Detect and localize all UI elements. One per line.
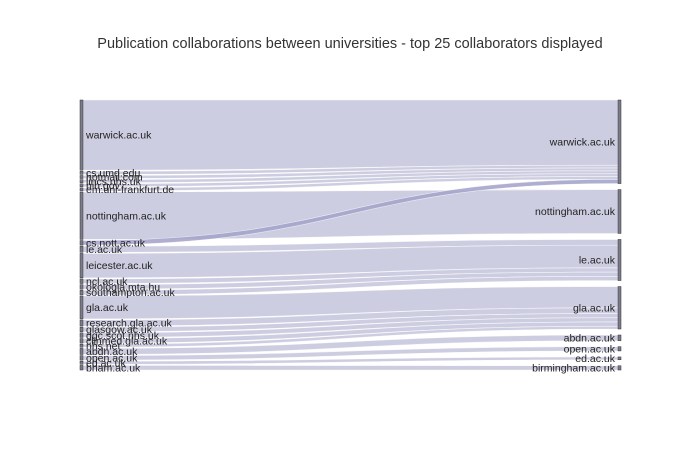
target-node-gla-ac-uk[interactable]: [617, 286, 622, 330]
source-label: clinmed.gla.ac.uk: [86, 335, 168, 347]
source-label: open.ac.uk: [86, 352, 138, 364]
source-label: hotmail.com: [86, 172, 143, 184]
source-label: southampton.ac.uk: [86, 287, 175, 299]
source-node-nhs-net[interactable]: [79, 343, 84, 348]
source-label: research.gla.ac.uk: [86, 318, 173, 330]
source-label: abdn.ac.uk: [86, 346, 138, 358]
source-node-hotmail-com[interactable]: [79, 175, 84, 179]
source-label: glasgow.ac.uk: [86, 324, 153, 336]
source-node-cs-nott-ac-uk[interactable]: [79, 240, 84, 246]
source-label: warwick.ac.uk: [85, 130, 152, 142]
source-label: bham.ac.uk: [86, 362, 141, 374]
source-label: lincs.nhs.uk: [86, 176, 142, 188]
labels-layer: warwick.ac.uk cs.umd.eduhotmail.comlincs.…: [85, 130, 616, 375]
source-node-bham-ac-uk[interactable]: [79, 365, 84, 371]
source-node-gla-ac-uk[interactable]: [79, 295, 84, 320]
target-label: nottingham.ac.uk: [535, 206, 616, 218]
source-node-okologia-mta-hu[interactable]: [79, 284, 84, 290]
source-node-warwick-ac-uk[interactable]: [79, 99, 84, 171]
source-node-southampton-ac-uk[interactable]: [79, 290, 84, 296]
source-node-ncl-ac-uk[interactable]: [79, 278, 84, 284]
chart-title: Publication collaborations between unive…: [97, 36, 603, 52]
target-node-warwick-ac-uk[interactable]: [617, 99, 622, 184]
source-label: cs.umd.edu: [86, 167, 140, 179]
source-node-clinmed-gla-ac-uk[interactable]: [79, 338, 84, 344]
source-label: nih.gov: [86, 180, 121, 192]
source-node-nih-gov[interactable]: [79, 183, 84, 188]
source-label: ncl.ac.uk: [86, 276, 128, 288]
source-node-open-ac-uk[interactable]: [79, 355, 84, 361]
links-layer: [82, 99, 619, 371]
source-node-leicester-ac-uk[interactable]: [79, 253, 84, 279]
target-node-open-ac-uk[interactable]: [617, 346, 622, 352]
target-label: gla.ac.uk: [573, 302, 616, 314]
source-node-cs-umd-edu[interactable]: [79, 171, 84, 175]
source-label: okologia.mta.hu: [86, 282, 160, 294]
target-label: le.ac.uk: [579, 255, 616, 267]
target-node-nottingham-ac-uk[interactable]: [617, 189, 622, 234]
source-node-glasgow-ac-uk[interactable]: [79, 326, 84, 333]
target-label: ed.ac.uk: [575, 353, 615, 365]
target-node-abdn-ac-uk[interactable]: [617, 334, 622, 341]
source-node-ggc-scot-nhs-uk[interactable]: [79, 332, 84, 338]
source-node-le-ac-uk[interactable]: [79, 245, 84, 253]
source-node-nottingham-ac-uk[interactable]: [79, 191, 84, 240]
source-label: leicester.ac.uk: [86, 260, 153, 272]
target-node-le-ac-uk[interactable]: [617, 239, 622, 281]
source-node-lincs-nhs-uk[interactable]: [79, 179, 84, 183]
target-label: warwick.ac.uk: [549, 136, 616, 148]
source-label: le.ac.uk: [86, 244, 123, 256]
source-label: ggc.scot.nhs.uk: [86, 330, 160, 342]
source-node-research-gla-ac-uk[interactable]: [79, 319, 84, 327]
link-warwick-ac-uk-to-warwick-ac-uk[interactable]: [82, 99, 619, 171]
source-label: nottingham.ac.uk: [86, 210, 167, 222]
source-label: gla.ac.uk: [86, 302, 129, 314]
source-label: em.uni-frankfurt.de: [86, 184, 174, 196]
source-node-em-uni-frankfurt-de[interactable]: [79, 187, 84, 192]
source-node-abdn-ac-uk[interactable]: [79, 348, 84, 355]
target-label: open.ac.uk: [564, 343, 616, 355]
target-label: abdn.ac.uk: [564, 332, 616, 344]
nodes-layer: [79, 99, 622, 371]
source-node-ed-ac-uk[interactable]: [79, 361, 84, 365]
source-label: cs.nott.ac.uk: [86, 237, 146, 249]
source-label: nhs.net: [86, 340, 121, 352]
target-node-birmingham-ac-uk[interactable]: [617, 365, 622, 371]
target-node-ed-ac-uk[interactable]: [617, 356, 622, 361]
target-label: birmingham.ac.uk: [532, 362, 616, 374]
source-label: ed.ac.uk: [86, 357, 126, 369]
